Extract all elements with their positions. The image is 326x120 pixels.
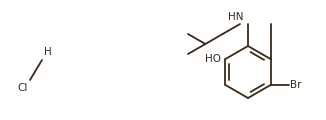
Text: Br: Br (289, 80, 301, 90)
Text: Cl: Cl (18, 83, 28, 93)
Text: HN: HN (229, 12, 244, 22)
Text: H: H (44, 47, 52, 57)
Text: HO: HO (205, 54, 221, 64)
